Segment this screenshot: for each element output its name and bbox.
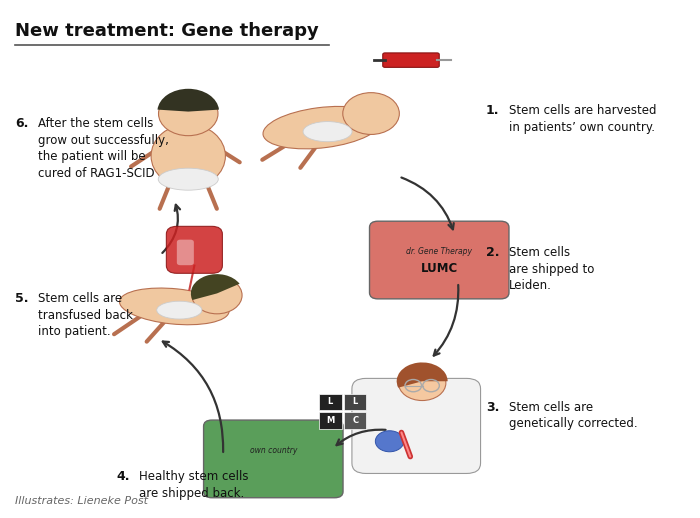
Text: M: M [326, 416, 335, 425]
FancyBboxPatch shape [383, 53, 439, 67]
Wedge shape [397, 363, 447, 387]
FancyBboxPatch shape [319, 394, 342, 410]
FancyBboxPatch shape [344, 394, 367, 410]
FancyBboxPatch shape [204, 420, 343, 498]
FancyBboxPatch shape [177, 240, 194, 265]
Text: dr. Gene Therapy: dr. Gene Therapy [406, 248, 473, 256]
Ellipse shape [263, 106, 382, 149]
Text: 1.: 1. [486, 105, 500, 118]
Text: Stem cells
are shipped to
Leiden.: Stem cells are shipped to Leiden. [509, 246, 594, 292]
Text: 6.: 6. [15, 117, 29, 131]
Circle shape [343, 93, 399, 135]
Text: C: C [352, 416, 358, 425]
Circle shape [158, 92, 218, 136]
Text: Illustrates: Lieneke Post: Illustrates: Lieneke Post [15, 496, 148, 506]
Circle shape [192, 277, 242, 314]
Text: Healthy stem cells
are shipped back.: Healthy stem cells are shipped back. [139, 470, 249, 500]
Ellipse shape [120, 288, 229, 325]
FancyBboxPatch shape [370, 221, 509, 299]
Text: Stem cells are
genetically corrected.: Stem cells are genetically corrected. [509, 401, 638, 430]
Text: L: L [353, 397, 358, 406]
Text: 5.: 5. [15, 293, 29, 306]
FancyBboxPatch shape [344, 412, 367, 428]
Wedge shape [158, 89, 219, 111]
Circle shape [398, 366, 446, 400]
Ellipse shape [158, 168, 218, 190]
Text: LUMC: LUMC [421, 262, 458, 275]
FancyBboxPatch shape [167, 226, 223, 274]
Text: After the stem cells
grow out successfully,
the patient will be
cured of RAG1-SC: After the stem cells grow out successful… [38, 117, 169, 180]
Text: 3.: 3. [486, 401, 499, 414]
Text: 4.: 4. [116, 470, 130, 483]
FancyBboxPatch shape [319, 412, 342, 428]
Text: 2.: 2. [486, 246, 500, 259]
Circle shape [375, 431, 404, 452]
Ellipse shape [157, 301, 202, 319]
Ellipse shape [303, 122, 352, 142]
Text: Stem cells are harvested
in patients’ own country.: Stem cells are harvested in patients’ ow… [509, 105, 657, 134]
FancyBboxPatch shape [352, 379, 481, 473]
Text: own country: own country [250, 446, 297, 455]
Ellipse shape [151, 124, 225, 188]
Text: New treatment: Gene therapy: New treatment: Gene therapy [15, 22, 319, 40]
Text: L: L [328, 397, 333, 406]
Wedge shape [191, 274, 239, 300]
Text: Stem cells are
transfused back
into patient.: Stem cells are transfused back into pati… [38, 293, 133, 338]
